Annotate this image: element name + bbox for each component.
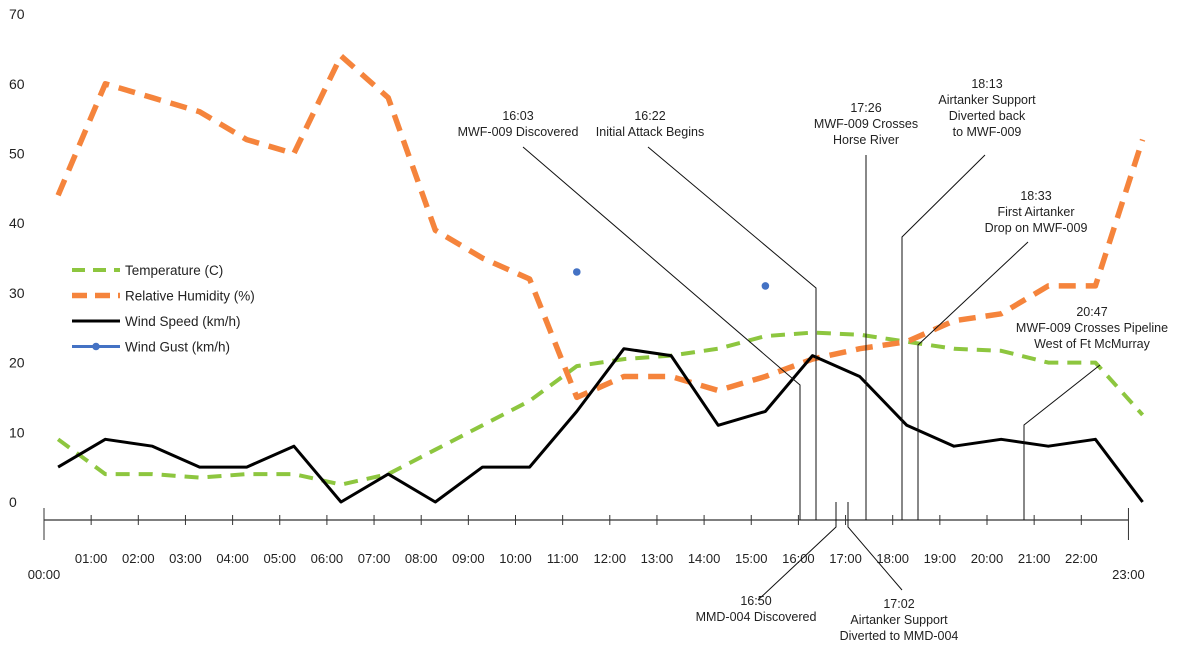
legend: Temperature (C) Relative Humidity (%) Wind… — [72, 263, 255, 355]
y-tick-label: 50 — [9, 146, 25, 162]
legend-item-temperature-c-label: Temperature (C) — [125, 263, 223, 278]
annotation-16-22-time-label: 16:22 — [634, 109, 665, 123]
annotation-16-50-text: MMD-004 Discovered — [696, 610, 817, 624]
x-tick-label: 17:00 — [829, 551, 862, 566]
annotation-16-50-leader-line — [757, 502, 837, 601]
annotation-16-03-text: MWF-009 Discovered — [458, 125, 579, 139]
annotation-20-47-text: MWF-009 Crosses Pipeline — [1016, 321, 1168, 335]
x-tick-label: 04:00 — [216, 551, 249, 566]
x-tick-label: 13:00 — [641, 551, 674, 566]
y-tick-label: 0 — [9, 494, 17, 510]
annotation-17-02-text: Airtanker Support — [850, 613, 948, 627]
x-tick-label: 15:00 — [735, 551, 768, 566]
annotation-17-02-time-label: 17:02 — [883, 597, 914, 611]
annotation-16-03-time-label: 16:03 — [502, 109, 533, 123]
x-tick-label: 12:00 — [594, 551, 627, 566]
annotation-18-13-text: Airtanker Support — [938, 93, 1036, 107]
x-tick-label: 16:00 — [782, 551, 815, 566]
x-tick-label: 14:00 — [688, 551, 721, 566]
x-tick-label: 11:00 — [547, 551, 579, 566]
x-tick-label: 01:00 — [75, 551, 108, 566]
annotation-18-13-text: to MWF-009 — [953, 125, 1022, 139]
annotation-17-26-time-label: 17:26 — [850, 101, 881, 115]
series-wind-speed-km-h-line — [57, 347, 1144, 504]
legend-item-wind-speed-km-h-label: Wind Speed (km/h) — [125, 314, 241, 329]
annotation-17-26-text: MWF-009 Crosses — [814, 117, 918, 131]
annotation-18-33-text: Drop on MWF-009 — [985, 221, 1088, 235]
x-tick-label: 03:00 — [169, 551, 202, 566]
annotation-16-50-time-label: 16:50 — [740, 594, 771, 608]
y-tick-label: 10 — [9, 424, 25, 440]
annotations-group: 16:03 MWF-009 Discovered 16:22 Initial Atta… — [458, 77, 1169, 643]
x-tick-label: 05:00 — [263, 551, 296, 566]
series-wind-gust-km-h-point — [572, 268, 581, 276]
legend-item-relative-humidity-label: Relative Humidity (%) — [125, 289, 255, 304]
legend-item-wind-gust-km-h-marker — [92, 342, 100, 351]
annotation-18-13-text: Diverted back — [949, 109, 1026, 123]
series-temperature-c-line — [56, 330, 1145, 487]
x-tick-label: 18:00 — [876, 551, 909, 566]
legend-item-relative-humidity: Relative Humidity (%) — [72, 289, 255, 304]
x-tick-label: 06:00 — [311, 551, 344, 566]
x-tick-label: 10:00 — [499, 551, 532, 566]
series-group — [55, 53, 1146, 504]
x-tick-label: 00:00 — [28, 567, 61, 582]
y-tick-label: 70 — [9, 6, 25, 22]
x-tick-label: 22:00 — [1065, 551, 1098, 566]
annotation-17-26-text: Horse River — [833, 133, 899, 147]
annotation-20-47-text: West of Ft McMurray — [1034, 337, 1151, 351]
annotation-18-33-leader-line — [917, 241, 1029, 520]
annotation-20-47-time-label: 20:47 — [1076, 305, 1107, 319]
series-relative-humidity-line — [55, 53, 1146, 401]
x-tick-label: 19:00 — [924, 551, 957, 566]
x-tick-label: 07:00 — [358, 551, 391, 566]
y-tick-label: 40 — [9, 215, 25, 231]
legend-item-temperature-c: Temperature (C) — [72, 263, 223, 278]
x-tick-label: 23:00 — [1112, 567, 1145, 582]
x-tick-label: 20:00 — [971, 551, 1004, 566]
annotation-16-22-text: Initial Attack Begins — [596, 125, 704, 139]
legend-item-wind-gust-km-h: Wind Gust (km/h) — [72, 340, 230, 355]
x-tick-label: 21:00 — [1018, 551, 1051, 566]
annotation-18-13-time-label: 18:13 — [971, 77, 1002, 91]
annotation-17-02-leader-line — [847, 502, 903, 591]
annotation-20-47-leader-line — [1023, 364, 1101, 520]
axes-group: 0 10 20 30 40 50 60 70 00:00 01:00 02:00 03:00 04:00… — [9, 6, 1145, 582]
y-tick-label: 20 — [9, 355, 25, 371]
y-tick-label: 60 — [9, 76, 25, 92]
x-tick-label: 02:00 — [122, 551, 155, 566]
x-tick-label: 09:00 — [452, 551, 485, 566]
y-tick-label: 30 — [9, 285, 25, 301]
annotation-18-13-leader-line — [901, 154, 986, 520]
x-tick-label: 08:00 — [405, 551, 438, 566]
annotation-18-33-text: First Airtanker — [997, 205, 1074, 219]
annotation-17-02-text: Diverted to MMD-004 — [840, 629, 959, 643]
legend-item-wind-gust-km-h-label: Wind Gust (km/h) — [125, 340, 230, 355]
legend-item-wind-speed-km-h: Wind Speed (km/h) — [72, 314, 241, 329]
annotation-16-03-leader-line — [522, 146, 801, 520]
annotation-18-33-time-label: 18:33 — [1020, 189, 1051, 203]
series-wind-gust-km-h-point — [761, 282, 770, 290]
annotation-16-22-leader-line — [647, 146, 817, 520]
